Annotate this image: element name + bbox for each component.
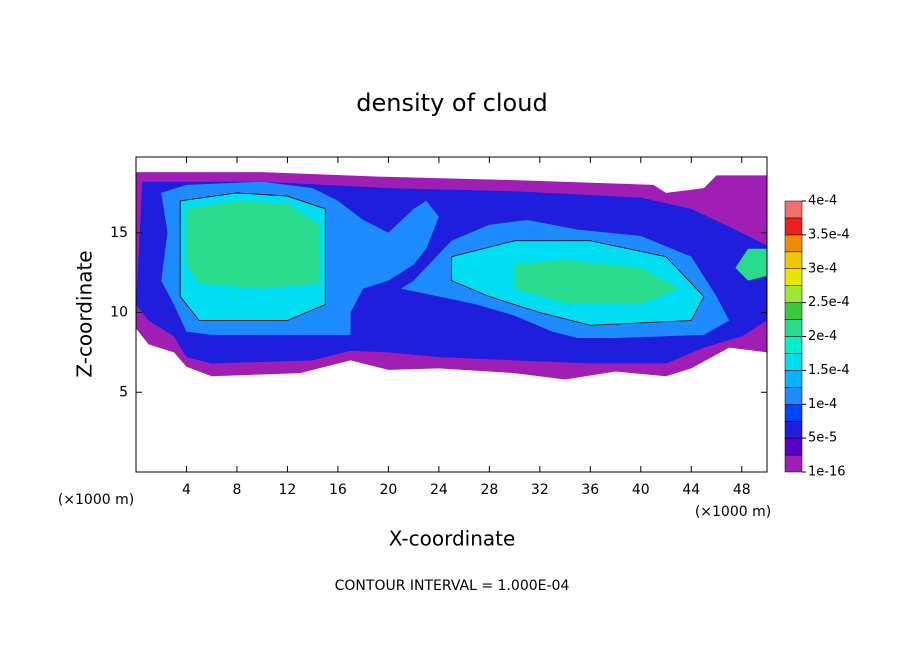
- x-unit-label: (×1000 m): [58, 492, 134, 508]
- colorbar-box: [784, 319, 803, 337]
- colorbar-box: [784, 336, 803, 354]
- colorbar-box: [784, 251, 803, 269]
- x-unit-label: (×1000 m): [695, 504, 771, 520]
- y-tick-label: 5: [119, 384, 128, 400]
- footer: CONTOUR INTERVAL = 1.000E-04: [335, 578, 570, 594]
- colorbar-label: 1e-16: [808, 465, 846, 480]
- contour-region: [735, 248, 767, 281]
- colorbar-box: [784, 268, 803, 286]
- x-tick-label: 48: [733, 482, 751, 498]
- colorbar-label: 1e-4: [808, 397, 837, 412]
- colorbar-box: [784, 353, 803, 371]
- x-tick-label: 24: [430, 482, 448, 498]
- colorbar-box: [784, 217, 803, 236]
- colorbar-box: [784, 454, 803, 473]
- y-tick-label: 15: [110, 225, 128, 241]
- contour-region: [186, 200, 319, 289]
- colorbar-label: 2.5e-4: [808, 295, 850, 310]
- colorbar-box: [784, 404, 803, 422]
- colorbar-label: 5e-5: [808, 431, 837, 446]
- colorbar-box: [784, 200, 803, 219]
- x-tick-label: 44: [682, 482, 700, 498]
- colorbar-box: [784, 234, 803, 253]
- colorbar-box: [784, 387, 803, 405]
- colorbar-label: 1.5e-4: [808, 363, 850, 378]
- x-tick-label: 4: [182, 482, 191, 498]
- colorbar-box: [784, 302, 803, 320]
- x-tick-label: 40: [632, 482, 650, 498]
- chart-title: density of cloud: [356, 89, 547, 117]
- y-tick-label: 10: [110, 305, 128, 321]
- x-tick-label: 16: [329, 482, 347, 498]
- contour-field: [136, 172, 767, 380]
- colorbar-label: 4e-4: [808, 194, 837, 209]
- contour-region: [514, 259, 679, 305]
- colorbar-box: [784, 370, 803, 388]
- colorbar-box: [784, 285, 803, 303]
- x-tick-label: 28: [480, 482, 498, 498]
- colorbar-label: 3.5e-4: [808, 227, 850, 242]
- y-axis-label: Z-coordinate: [73, 250, 97, 377]
- colorbar-box: [784, 437, 803, 456]
- x-tick-label: 20: [379, 482, 397, 498]
- plot-frame: [135, 156, 768, 473]
- x-axis-label: X-coordinate: [389, 527, 516, 551]
- colorbar-box: [784, 420, 803, 439]
- x-tick-label: 8: [232, 482, 241, 498]
- x-tick-label: 36: [581, 482, 599, 498]
- colorbar-label: 2e-4: [808, 329, 837, 344]
- colorbar-label: 3e-4: [808, 261, 837, 276]
- x-tick-label: 12: [279, 482, 297, 498]
- x-tick-label: 32: [531, 482, 549, 498]
